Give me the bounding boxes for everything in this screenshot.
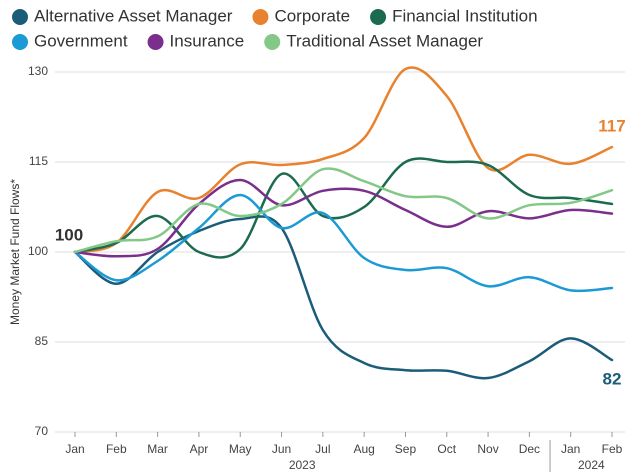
x-tick-label: Feb	[602, 442, 623, 456]
legend-swatch	[264, 34, 281, 50]
legend-label: Corporate	[274, 6, 350, 25]
y-axis-label: Money Market Fund Flows*	[8, 179, 22, 325]
x-tick-label: May	[229, 442, 252, 456]
y-tick-label: 115	[29, 154, 48, 168]
y-tick-label: 100	[28, 244, 48, 258]
x-tick-label: Dec	[519, 442, 540, 456]
legend-item: Corporate	[252, 6, 350, 25]
x-tick-label: Oct	[437, 442, 456, 456]
x-tick-label: Jun	[272, 442, 291, 456]
x-tick-label: Mar	[147, 442, 168, 456]
y-tick-label: 70	[35, 424, 49, 438]
legend-label: Financial Institution	[392, 6, 538, 25]
year-label: 2024	[578, 458, 605, 472]
y-tick-label: 85	[35, 334, 49, 348]
year-label: 2023	[289, 458, 316, 472]
series-line	[73, 215, 614, 380]
legend-item: Insurance	[147, 31, 245, 50]
legend-item: Government	[12, 31, 128, 50]
annotation: 100	[55, 225, 83, 244]
annotation: 117	[598, 116, 625, 135]
annotation: 82	[603, 369, 622, 388]
x-tick-label: Jan	[65, 442, 84, 456]
x-tick-label: Jan	[561, 442, 580, 456]
legend-swatch	[12, 34, 28, 50]
legend-swatch	[147, 34, 164, 50]
legend-item: Traditional Asset Manager	[264, 31, 483, 50]
legend-item: Financial Institution	[370, 6, 538, 25]
y-tick-label: 130	[28, 64, 48, 78]
x-tick-label: Sep	[395, 442, 417, 456]
x-tick-label: Apr	[190, 442, 209, 456]
legend-label: Alternative Asset Manager	[34, 6, 233, 25]
series-line	[73, 193, 614, 293]
legend-swatch	[252, 9, 269, 25]
x-tick-label: Aug	[353, 442, 374, 456]
legend-label: Traditional Asset Manager	[286, 31, 483, 50]
legend-label: Government	[34, 31, 128, 50]
series-line	[73, 66, 614, 254]
x-tick-label: Feb	[106, 442, 127, 456]
legend-item: Alternative Asset Manager	[12, 6, 233, 25]
legend-swatch	[370, 9, 387, 25]
legend-swatch	[12, 9, 28, 25]
series-line	[73, 178, 614, 258]
legend-label: Insurance	[170, 31, 245, 50]
x-tick-label: Jul	[315, 442, 330, 456]
series-line	[73, 167, 614, 254]
x-tick-label: Nov	[477, 442, 498, 456]
series-line	[73, 157, 614, 259]
